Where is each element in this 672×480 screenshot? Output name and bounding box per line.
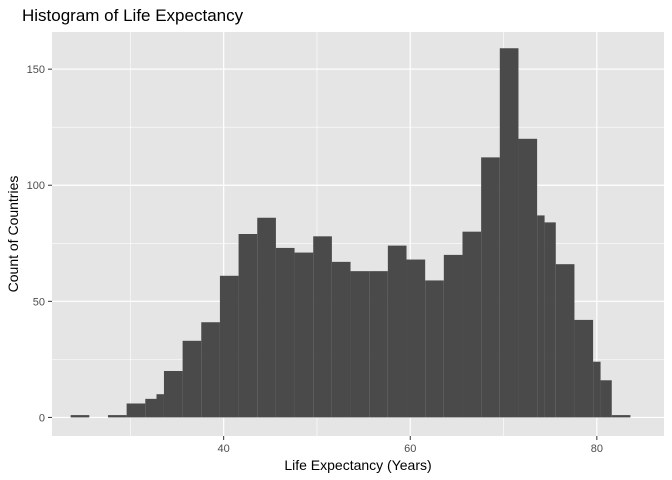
x-tick-label: 80 — [591, 443, 603, 455]
y-tick-label: 0 — [39, 412, 45, 424]
x-axis-title: Life Expectancy (Years) — [284, 457, 431, 473]
histogram-bar — [275, 247, 295, 418]
histogram-bar — [518, 138, 538, 418]
histogram-bar — [257, 217, 276, 418]
histogram-bar — [574, 319, 594, 418]
histogram-bar — [555, 264, 575, 418]
histogram-bars — [70, 48, 631, 418]
histogram-bar — [331, 261, 351, 418]
histogram-bar — [107, 415, 127, 418]
y-axis: 0 50 100 150 — [27, 64, 52, 424]
x-tick-label: 40 — [218, 443, 230, 455]
histogram-bar — [294, 252, 314, 418]
y-tick-label: 50 — [33, 296, 45, 308]
y-tick-label: 100 — [27, 180, 45, 192]
histogram-bar — [537, 215, 545, 418]
histogram-bar — [313, 236, 332, 418]
histogram-bar — [593, 361, 601, 418]
x-tick-label: 60 — [404, 443, 416, 455]
histogram-bar — [481, 157, 500, 418]
histogram-bar — [182, 340, 202, 418]
y-axis-title: Count of Countries — [5, 176, 21, 293]
histogram-bar — [238, 234, 258, 418]
histogram-bar — [406, 259, 426, 418]
histogram-bar — [145, 398, 157, 418]
histogram-bar — [156, 394, 164, 418]
histogram-bar — [163, 370, 183, 418]
histogram-bar — [369, 271, 388, 418]
histogram-bar — [499, 48, 519, 418]
histogram-bar — [70, 415, 90, 418]
histogram-bar — [600, 380, 612, 418]
histogram-bar — [462, 231, 482, 418]
histogram-bar — [387, 245, 407, 418]
histogram-bar — [126, 403, 146, 418]
chart-title: Histogram of Life Expectancy — [22, 6, 244, 25]
histogram-bar — [611, 415, 631, 418]
histogram-bar — [425, 280, 444, 418]
histogram-bar — [219, 275, 239, 418]
histogram-bar — [350, 271, 370, 418]
x-axis: 40 60 80 — [218, 436, 603, 455]
histogram-bar — [201, 322, 220, 418]
y-tick-label: 150 — [27, 64, 45, 76]
histogram-bar — [544, 222, 556, 418]
histogram-bar — [443, 254, 463, 418]
